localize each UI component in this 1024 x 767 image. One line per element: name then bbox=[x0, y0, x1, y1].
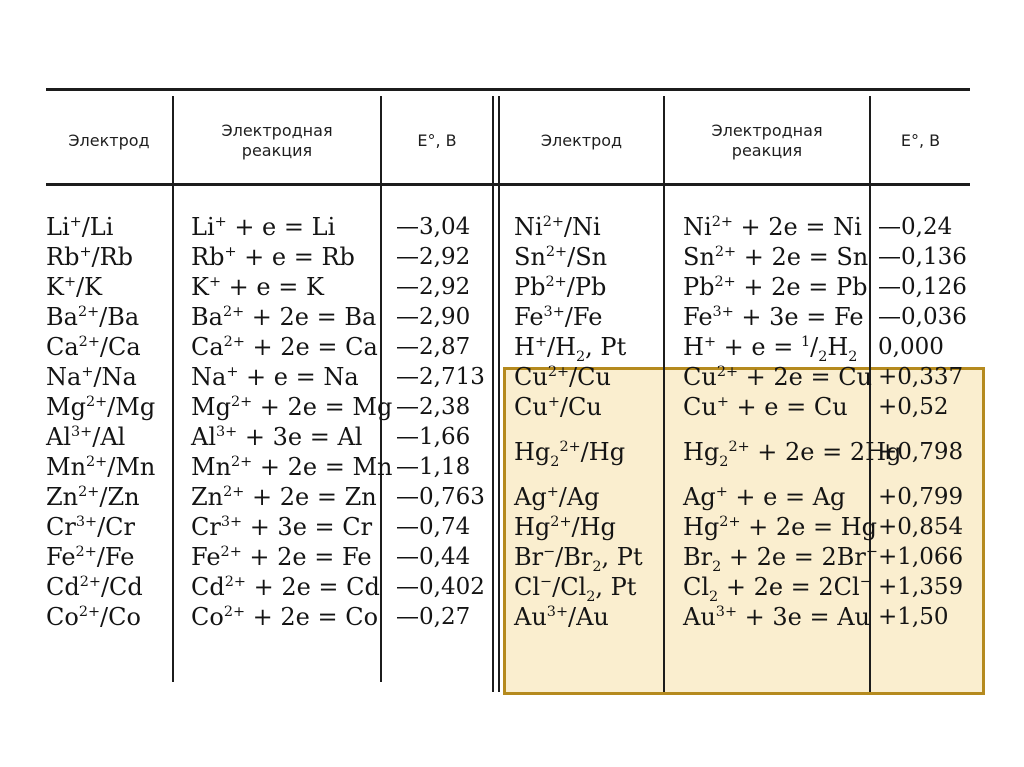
right-reaction-cell: Cl2 + 2e = 2Cl− bbox=[683, 573, 872, 605]
left-electrode-cell: Mn2+/Mn bbox=[46, 453, 156, 481]
right-electrode-cell: Cu+/Cu bbox=[514, 393, 602, 421]
right-electrode-cell: Cl−/Cl2, Pt bbox=[514, 573, 637, 605]
left-potential-cell: —0,402 bbox=[396, 574, 485, 600]
left-potential-cell: —3,04 bbox=[396, 214, 471, 240]
left-reaction-cell: Zn2+ + 2e = Zn bbox=[191, 483, 377, 511]
left-potential-cell: —0,44 bbox=[396, 544, 471, 570]
header-reaction-right: Электродная реакция bbox=[711, 121, 823, 160]
left-reaction-cell: Li+ + e = Li bbox=[191, 213, 336, 241]
right-reaction-cell: Cu+ + e = Cu bbox=[683, 393, 848, 421]
highlight-box bbox=[503, 367, 985, 695]
right-potential-cell: +1,359 bbox=[878, 574, 964, 600]
right-reaction-cell: Sn2+ + 2e = Sn bbox=[683, 243, 869, 271]
right-electrode-cell: Cu2+/Cu bbox=[514, 363, 611, 391]
right-potential-cell: +0,854 bbox=[878, 514, 964, 540]
top-rule bbox=[46, 88, 970, 91]
left-reaction-cell: Na+ + e = Na bbox=[191, 363, 359, 391]
right-reaction-cell: Pb2+ + 2e = Pb bbox=[683, 273, 868, 301]
column-divider bbox=[380, 96, 382, 682]
left-reaction-cell: Cr3+ + 3e = Cr bbox=[191, 513, 373, 541]
left-reaction-cell: Ba2+ + 2e = Ba bbox=[191, 303, 377, 331]
left-potential-cell: —0,74 bbox=[396, 514, 471, 540]
left-electrode-cell: Fe2+/Fe bbox=[46, 543, 135, 571]
right-electrode-cell: Hg22+/Hg bbox=[514, 438, 626, 470]
right-potential-cell: +0,337 bbox=[878, 364, 964, 390]
left-potential-cell: —1,66 bbox=[396, 424, 471, 450]
left-potential-cell: —2,87 bbox=[396, 334, 471, 360]
right-potential-cell: —0,136 bbox=[878, 244, 967, 270]
right-potential-cell: 0,000 bbox=[878, 334, 944, 360]
left-reaction-cell: Ca2+ + 2e = Ca bbox=[191, 333, 378, 361]
left-potential-cell: —0,763 bbox=[396, 484, 485, 510]
left-reaction-cell: Mn2+ + 2e = Mn bbox=[191, 453, 393, 481]
left-electrode-cell: Zn2+/Zn bbox=[46, 483, 140, 511]
right-potential-cell: +0,798 bbox=[878, 439, 964, 465]
right-potential-cell: +1,50 bbox=[878, 604, 949, 630]
left-electrode-cell: Cd2+/Cd bbox=[46, 573, 143, 601]
right-potential-cell: +0,52 bbox=[878, 394, 949, 420]
left-potential-cell: —2,90 bbox=[396, 304, 471, 330]
right-electrode-cell: Au3+/Au bbox=[514, 603, 609, 631]
right-potential-cell: +1,066 bbox=[878, 544, 964, 570]
left-potential-cell: —2,92 bbox=[396, 274, 471, 300]
left-reaction-cell: Mg2+ + 2e = Mg bbox=[191, 393, 393, 421]
left-potential-cell: —1,18 bbox=[396, 454, 471, 480]
header-electrode-left: Электрод bbox=[68, 131, 150, 150]
right-reaction-cell: Hg2+ + 2e = Hg bbox=[683, 513, 878, 541]
left-electrode-cell: Rb+/Rb bbox=[46, 243, 134, 271]
right-reaction-cell: Cu2+ + 2e = Cu bbox=[683, 363, 873, 391]
right-electrode-cell: Br−/Br2, Pt bbox=[514, 543, 643, 575]
right-reaction-cell: Fe3+ + 3e = Fe bbox=[683, 303, 864, 331]
right-electrode-cell: Ag+/Ag bbox=[514, 483, 600, 511]
column-divider bbox=[492, 96, 494, 692]
left-electrode-cell: Mg2+/Mg bbox=[46, 393, 156, 421]
right-electrode-cell: H+/H2, Pt bbox=[514, 333, 627, 365]
right-reaction-cell: H+ + e = 1/2H2 bbox=[683, 333, 858, 365]
left-potential-cell: —2,92 bbox=[396, 244, 471, 270]
right-reaction-cell: Ni2+ + 2e = Ni bbox=[683, 213, 862, 241]
right-potential-cell: —0,24 bbox=[878, 214, 953, 240]
right-potential-cell: +0,799 bbox=[878, 484, 964, 510]
left-electrode-cell: Co2+/Co bbox=[46, 603, 141, 631]
column-divider bbox=[869, 96, 871, 692]
right-electrode-cell: Fe3+/Fe bbox=[514, 303, 603, 331]
right-reaction-cell: Hg22+ + 2e = 2Hg bbox=[683, 438, 902, 470]
right-reaction-cell: Ag+ + e = Ag bbox=[683, 483, 846, 511]
left-electrode-cell: Cr3+/Cr bbox=[46, 513, 135, 541]
left-potential-cell: —2,38 bbox=[396, 394, 471, 420]
left-reaction-cell: Cd2+ + 2e = Cd bbox=[191, 573, 380, 601]
header-electrode-right: Электрод bbox=[540, 131, 623, 150]
left-electrode-cell: Al3+/Al bbox=[46, 423, 126, 451]
left-potential-cell: —0,27 bbox=[396, 604, 471, 630]
left-electrode-cell: Ca2+/Ca bbox=[46, 333, 141, 361]
right-reaction-cell: Au3+ + 3e = Au bbox=[683, 603, 871, 631]
header-reaction-left: Электродная реакция bbox=[221, 121, 333, 160]
right-potential-cell: —0,126 bbox=[878, 274, 967, 300]
right-electrode-cell: Sn2+/Sn bbox=[514, 243, 608, 271]
right-potential-cell: —0,036 bbox=[878, 304, 967, 330]
right-electrode-cell: Hg2+/Hg bbox=[514, 513, 616, 541]
column-divider bbox=[172, 96, 174, 682]
left-electrode-cell: K+/K bbox=[46, 273, 103, 301]
left-electrode-cell: Ba2+/Ba bbox=[46, 303, 140, 331]
header-potential-left: E°, В bbox=[417, 131, 457, 150]
column-divider bbox=[663, 96, 665, 692]
header-rule bbox=[46, 183, 970, 186]
header-potential-right: E°, В bbox=[900, 131, 941, 150]
right-electrode-cell: Ni2+/Ni bbox=[514, 213, 601, 241]
left-potential-cell: —2,713 bbox=[396, 364, 485, 390]
right-electrode-cell: Pb2+/Pb bbox=[514, 273, 607, 301]
left-reaction-cell: K+ + e = K bbox=[191, 273, 324, 301]
left-reaction-cell: Co2+ + 2e = Co bbox=[191, 603, 379, 631]
left-reaction-cell: Fe2+ + 2e = Fe bbox=[191, 543, 372, 571]
right-reaction-cell: Br2 + 2e = 2Br− bbox=[683, 543, 878, 575]
left-electrode-cell: Na+/Na bbox=[46, 363, 137, 391]
left-electrode-cell: Li+/Li bbox=[46, 213, 114, 241]
left-reaction-cell: Al3+ + 3e = Al bbox=[191, 423, 363, 451]
column-divider bbox=[498, 96, 500, 692]
left-reaction-cell: Rb+ + e = Rb bbox=[191, 243, 355, 271]
